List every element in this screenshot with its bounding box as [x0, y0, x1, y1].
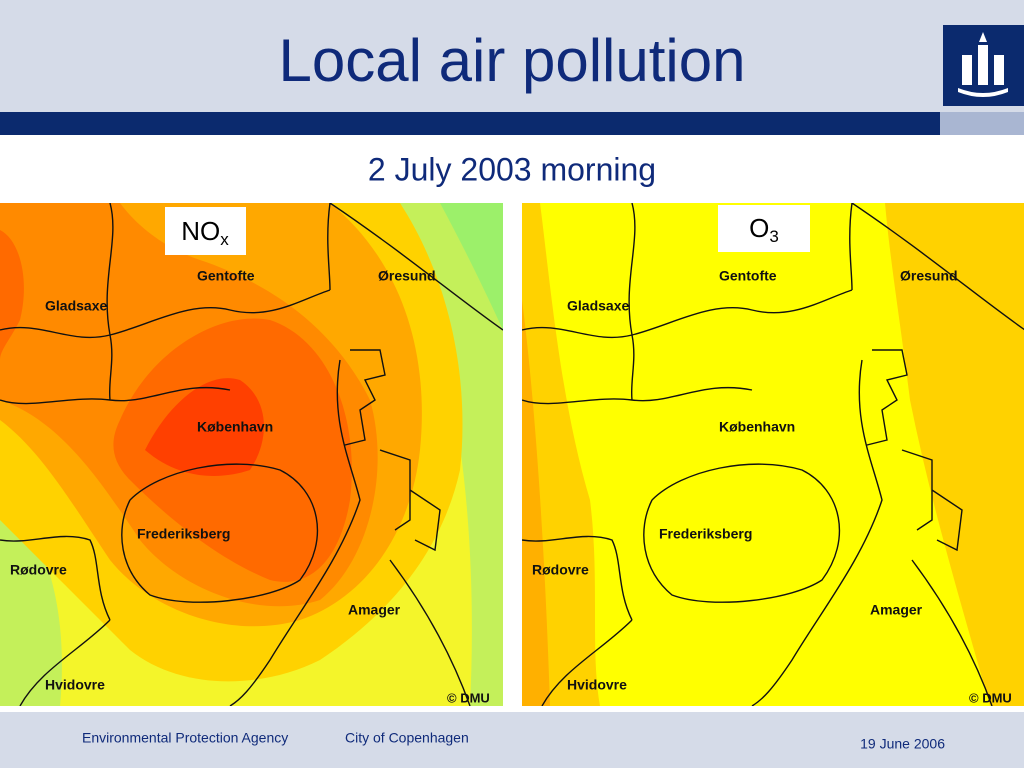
map-credit: © DMU: [447, 690, 490, 705]
label-main: O: [749, 213, 769, 243]
place-name: Amager: [870, 602, 923, 618]
label-sub: x: [220, 230, 229, 249]
place-name: Frederiksberg: [659, 526, 752, 542]
nox-label: NOx: [181, 216, 229, 250]
label-main: NO: [181, 216, 220, 246]
nox-map: [0, 203, 503, 706]
o3-label-box: [718, 205, 810, 252]
place-name: Gladsaxe: [45, 298, 107, 314]
label-sub: 3: [769, 227, 778, 246]
logo-emblem: [958, 32, 1008, 97]
place-name: Rødovre: [532, 562, 589, 578]
header-bar-light: [940, 112, 1024, 135]
place-name: København: [197, 419, 273, 435]
o3-map: [522, 203, 1024, 706]
place-name: Rødovre: [10, 562, 67, 578]
footer-agency: Environmental Protection Agency: [82, 730, 288, 746]
place-name: Gentofte: [719, 268, 777, 284]
place-name: Gentofte: [197, 268, 255, 284]
place-name: Øresund: [900, 268, 958, 284]
footer-city: City of Copenhagen: [345, 730, 469, 746]
o3-label: O3: [749, 213, 779, 247]
place-name: Øresund: [378, 268, 436, 284]
place-name: Hvidovre: [45, 677, 105, 693]
subtitle: 2 July 2003 morning: [368, 151, 656, 187]
place-name: Hvidovre: [567, 677, 627, 693]
place-name: København: [719, 419, 795, 435]
title: Local air pollution: [279, 27, 746, 94]
place-name: Gladsaxe: [567, 298, 629, 314]
header-band: [0, 0, 1024, 112]
footer-date: 19 June 2006: [860, 736, 945, 752]
place-name: Frederiksberg: [137, 526, 230, 542]
map-credit: © DMU: [969, 690, 1012, 705]
header-bar: [0, 112, 940, 135]
nox-label-box: [165, 207, 246, 255]
footer-band: [0, 712, 1024, 768]
place-name: Amager: [348, 602, 401, 618]
